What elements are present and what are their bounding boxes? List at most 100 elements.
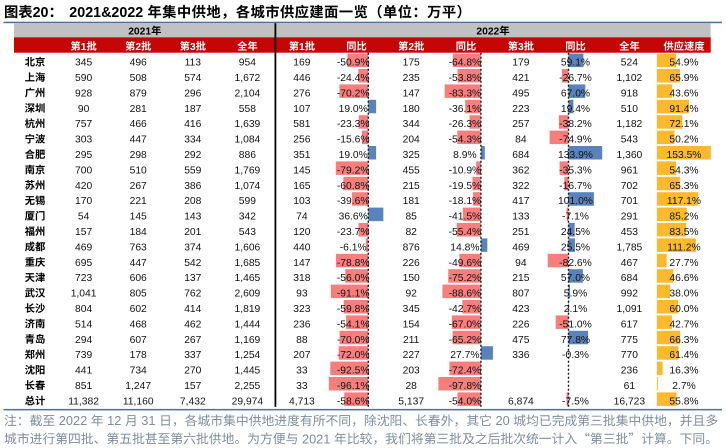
svg-text:1,785: 1,785 xyxy=(617,242,643,253)
svg-text:85: 85 xyxy=(405,212,417,223)
svg-text:606: 606 xyxy=(130,273,147,284)
svg-text:-42.7%: -42.7% xyxy=(449,304,482,315)
svg-text:50.2%: 50.2% xyxy=(669,135,698,146)
svg-text:1,102: 1,102 xyxy=(617,73,643,84)
svg-text:-50.9%: -50.9% xyxy=(337,58,370,69)
svg-text:-38.2%: -38.2% xyxy=(559,119,592,130)
svg-text:420: 420 xyxy=(75,181,92,192)
svg-text:27.7%: 27.7% xyxy=(450,350,479,361)
svg-text:57.0%: 57.0% xyxy=(561,273,590,284)
svg-text:-53.8%: -53.8% xyxy=(449,73,482,84)
svg-text:851: 851 xyxy=(75,381,92,392)
svg-text:351: 351 xyxy=(293,150,310,161)
svg-text:-26.7%: -26.7% xyxy=(559,73,592,84)
svg-text:469: 469 xyxy=(75,242,92,253)
svg-text:417: 417 xyxy=(512,196,529,207)
svg-text:208: 208 xyxy=(184,196,201,207)
svg-text:203: 203 xyxy=(403,366,420,377)
svg-text:362: 362 xyxy=(512,165,529,176)
svg-text:590: 590 xyxy=(75,73,92,84)
svg-text:739: 739 xyxy=(75,350,92,361)
svg-text:-74.9%: -74.9% xyxy=(559,135,592,146)
svg-text:227: 227 xyxy=(403,350,420,361)
svg-text:1,084: 1,084 xyxy=(235,135,261,146)
svg-text:303: 303 xyxy=(75,135,92,146)
svg-text:82: 82 xyxy=(405,227,417,238)
svg-text:416: 416 xyxy=(184,119,201,130)
svg-text:133: 133 xyxy=(512,212,529,223)
svg-text:1,091: 1,091 xyxy=(617,304,643,315)
svg-text:-55.4%: -55.4% xyxy=(449,227,482,238)
svg-text:543: 543 xyxy=(621,135,638,146)
svg-text:475: 475 xyxy=(512,335,529,346)
svg-text:-54.1%: -54.1% xyxy=(337,319,370,330)
svg-text:65.9%: 65.9% xyxy=(669,73,698,84)
svg-text:1: 1 xyxy=(299,42,305,53)
svg-text:-72.0%: -72.0% xyxy=(337,350,370,361)
svg-text:180: 180 xyxy=(403,104,420,115)
svg-text:267: 267 xyxy=(184,335,201,346)
svg-text:54.9%: 54.9% xyxy=(669,58,698,69)
svg-text:24.5%: 24.5% xyxy=(561,227,590,238)
svg-text:93: 93 xyxy=(296,289,308,300)
svg-text:700: 700 xyxy=(75,165,92,176)
svg-text:734: 734 xyxy=(130,366,147,377)
svg-text:928: 928 xyxy=(75,88,92,99)
svg-text:-16.7%: -16.7% xyxy=(559,181,592,192)
svg-text:154: 154 xyxy=(403,319,420,330)
svg-text:602: 602 xyxy=(130,304,147,315)
svg-text:-56.0%: -56.0% xyxy=(337,273,370,284)
svg-text:256: 256 xyxy=(293,135,310,146)
svg-text:204: 204 xyxy=(403,135,420,146)
svg-text:94: 94 xyxy=(515,258,527,269)
svg-text:886: 886 xyxy=(239,150,256,161)
svg-text:455: 455 xyxy=(403,165,420,176)
svg-text:462: 462 xyxy=(184,319,201,330)
svg-text:298: 298 xyxy=(130,150,147,161)
svg-text:695: 695 xyxy=(75,258,92,269)
svg-text:702: 702 xyxy=(621,181,638,192)
svg-text:-7.1%: -7.1% xyxy=(562,212,589,223)
svg-text:-96.1%: -96.1% xyxy=(337,381,370,392)
svg-text:296: 296 xyxy=(184,88,201,99)
svg-text:215: 215 xyxy=(512,273,529,284)
svg-text:187: 187 xyxy=(184,104,201,115)
svg-text:2021: 2021 xyxy=(128,26,151,37)
svg-text:804: 804 xyxy=(75,304,92,315)
svg-text:574: 574 xyxy=(184,73,201,84)
svg-text:223: 223 xyxy=(512,104,529,115)
svg-text:467: 467 xyxy=(621,258,638,269)
svg-text:25.5%: 25.5% xyxy=(561,242,590,253)
svg-text:1,769: 1,769 xyxy=(235,165,261,176)
svg-text:2.7%: 2.7% xyxy=(672,381,695,392)
svg-text:215: 215 xyxy=(403,181,420,192)
svg-text:54.3%: 54.3% xyxy=(669,165,698,176)
svg-text:-51.0%: -51.0% xyxy=(559,319,592,330)
svg-text:179: 179 xyxy=(512,58,529,69)
svg-text:807: 807 xyxy=(512,289,529,300)
svg-text:14.8%: 14.8% xyxy=(450,242,479,253)
svg-text:514: 514 xyxy=(75,319,92,330)
svg-text:19.0%: 19.0% xyxy=(339,150,368,161)
svg-text:510: 510 xyxy=(621,104,638,115)
svg-text:-64.8%: -64.8% xyxy=(449,58,482,69)
svg-text:117.1%: 117.1% xyxy=(667,196,701,207)
svg-text:5.9%: 5.9% xyxy=(564,289,587,300)
svg-text:92: 92 xyxy=(405,289,417,300)
svg-text:-39.6%: -39.6% xyxy=(337,196,370,207)
svg-text:2.1%: 2.1% xyxy=(564,304,587,315)
svg-text:440: 440 xyxy=(293,242,310,253)
svg-text:43.6%: 43.6% xyxy=(669,88,698,99)
svg-text:294: 294 xyxy=(75,335,92,346)
svg-text:36.6%: 36.6% xyxy=(339,212,368,223)
svg-text:1,074: 1,074 xyxy=(235,181,261,192)
svg-text:757: 757 xyxy=(75,119,92,130)
svg-text:318: 318 xyxy=(293,273,310,284)
svg-text:1,639: 1,639 xyxy=(235,119,261,130)
svg-text:1,247: 1,247 xyxy=(125,381,151,392)
svg-text:-7.5%: -7.5% xyxy=(562,396,589,407)
svg-text:466: 466 xyxy=(130,119,147,130)
svg-text:543: 543 xyxy=(239,227,256,238)
svg-text:-78.8%: -78.8% xyxy=(337,258,370,269)
svg-text:150: 150 xyxy=(403,273,420,284)
